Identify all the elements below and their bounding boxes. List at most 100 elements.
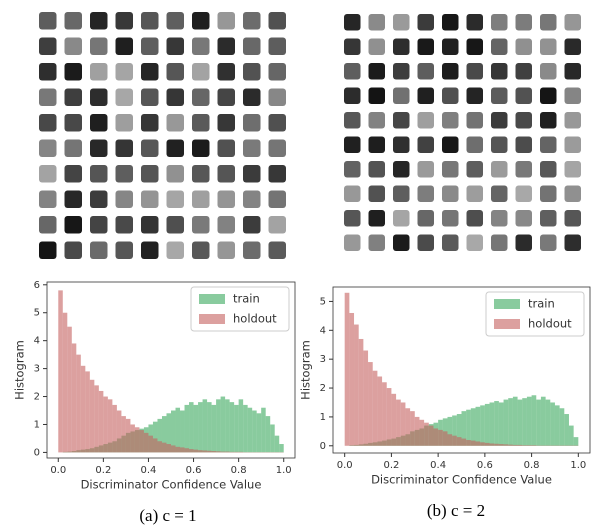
- thumbnail: [466, 210, 483, 227]
- thumbnail: [442, 161, 459, 178]
- y-tick-label: 1: [34, 419, 40, 430]
- y-tick-label: 1: [320, 412, 326, 423]
- thumbnail: [115, 216, 133, 234]
- histogram-bar: [498, 402, 504, 446]
- histogram-bar: [428, 425, 434, 446]
- thumbnail: [192, 139, 210, 157]
- thumbnail: [166, 241, 184, 259]
- histogram-bar: [225, 399, 230, 453]
- histogram-bar: [354, 324, 359, 446]
- thumbnail: [368, 161, 385, 178]
- thumbnail: [141, 190, 159, 208]
- thumbnail: [491, 161, 508, 178]
- thumbnail: [344, 112, 361, 129]
- thumbnail: [64, 114, 82, 132]
- histogram-bar: [184, 404, 190, 453]
- y-tick-label: 0: [320, 441, 326, 452]
- x-tick-label: 0.4: [430, 460, 446, 471]
- histogram-bar: [438, 429, 443, 446]
- y-tick-label: 4: [34, 336, 40, 347]
- histogram-bar: [344, 292, 350, 446]
- thumbnail: [243, 63, 261, 81]
- thumbnail: [368, 185, 385, 202]
- thumbnail: [515, 63, 532, 80]
- thumbnail: [515, 185, 532, 202]
- thumbnail: [368, 234, 385, 251]
- histogram-bar: [161, 416, 167, 453]
- histogram-bar: [207, 402, 212, 453]
- thumbnail: [564, 112, 581, 129]
- thumbnail: [393, 14, 410, 31]
- thumbnail: [64, 241, 82, 259]
- histogram-bar: [545, 399, 551, 446]
- histogram-bar: [139, 430, 144, 453]
- x-tick-label: 0.8: [524, 460, 540, 471]
- y-tick-label: 2: [34, 392, 40, 403]
- histogram-bar: [554, 405, 560, 446]
- thumbnail: [192, 190, 210, 208]
- legend-swatch: [199, 294, 225, 304]
- thumbnail: [192, 241, 210, 259]
- histogram-bar: [198, 402, 203, 453]
- thumbnail: [491, 38, 508, 55]
- histogram-bar: [382, 382, 387, 446]
- histogram-bar: [400, 402, 406, 446]
- histogram-bar: [152, 438, 158, 453]
- histogram-bar: [526, 445, 532, 446]
- y-tick-label: 4: [320, 325, 326, 336]
- legend-label: holdout: [528, 317, 572, 331]
- thumbnail: [564, 63, 581, 80]
- thumbnail: [491, 234, 508, 251]
- thumbnail: [515, 112, 532, 129]
- histogram-bar: [442, 431, 448, 446]
- histogram-bar: [475, 441, 481, 446]
- histogram-bar: [503, 399, 509, 446]
- histogram-bar: [531, 445, 537, 446]
- thumbnail: [368, 38, 385, 55]
- histogram-bar: [247, 407, 253, 453]
- thumbnail: [217, 241, 235, 259]
- histogram-bar: [484, 442, 490, 446]
- thumbnail: [491, 136, 508, 153]
- thumbnail: [39, 12, 57, 30]
- histogram-bar: [480, 442, 485, 446]
- thumbnail: [243, 37, 261, 55]
- histogram-bar: [494, 443, 499, 446]
- thumbnail: [564, 87, 581, 104]
- histogram-bar: [466, 409, 471, 446]
- histogram-bar: [157, 441, 162, 453]
- histogram-bar: [76, 354, 81, 453]
- thumbnail: [64, 216, 82, 234]
- histogram-bar: [274, 435, 280, 453]
- histogram-bar: [498, 444, 504, 446]
- histogram-bar: [522, 445, 527, 446]
- histogram-bar: [559, 408, 565, 446]
- histogram-bar: [71, 343, 77, 453]
- histogram-bar: [540, 396, 546, 446]
- histogram-bar: [424, 422, 429, 446]
- thumbnail: [417, 38, 434, 55]
- thumbnail: [491, 185, 508, 202]
- histogram-bar: [229, 451, 235, 453]
- histogram-bar: [161, 442, 167, 453]
- histogram-bar: [396, 399, 401, 446]
- thumbnail: [466, 14, 483, 31]
- histogram-bar: [171, 445, 176, 453]
- histogram-bar: [512, 396, 518, 446]
- thumbnail: [393, 234, 410, 251]
- histogram-bar: [202, 399, 208, 453]
- thumbnail: [166, 139, 184, 157]
- thumbnail: [344, 136, 361, 153]
- histogram-bar: [243, 404, 248, 453]
- thumbnail: [393, 63, 410, 80]
- histogram-bar: [433, 428, 439, 446]
- y-tick-label: 3: [320, 354, 326, 365]
- histogram-bar: [166, 413, 171, 453]
- thumbnail: [90, 241, 108, 259]
- histogram-bar: [175, 407, 181, 453]
- histogram-bar: [564, 414, 569, 446]
- histogram-bar: [62, 312, 68, 453]
- histogram-bar: [503, 444, 509, 446]
- thumbnail: [540, 87, 557, 104]
- thumbnail: [217, 63, 235, 81]
